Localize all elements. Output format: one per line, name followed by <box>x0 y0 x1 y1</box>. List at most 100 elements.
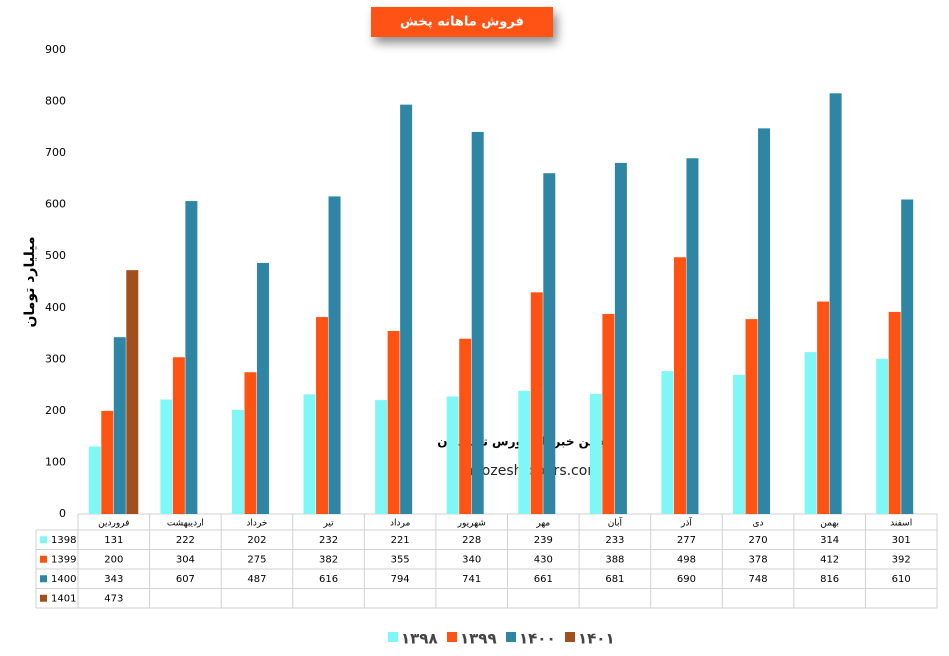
table-row-label: 1401 <box>51 593 76 604</box>
x-tick-label: خرداد <box>246 519 267 529</box>
bar <box>400 104 413 514</box>
bar <box>88 446 101 514</box>
bar <box>745 319 758 514</box>
table-cell: 200 <box>104 554 123 565</box>
table-cell: 498 <box>677 554 696 565</box>
bar <box>530 292 543 514</box>
bar <box>518 390 531 514</box>
bar <box>303 394 316 514</box>
table-cell: 681 <box>605 574 624 585</box>
bar <box>614 162 627 514</box>
table-cell: 616 <box>319 574 338 585</box>
x-tick-label: آبان <box>608 517 623 529</box>
table-cell: 304 <box>176 554 195 565</box>
bar <box>888 311 901 514</box>
table-cell: 343 <box>104 574 123 585</box>
table-cell: 382 <box>319 554 338 565</box>
table-cell: 816 <box>820 574 839 585</box>
table-cell: 412 <box>820 554 839 565</box>
table-cell: 239 <box>534 535 553 546</box>
table-cell: 314 <box>820 535 839 546</box>
x-tick-label: فروردین <box>98 519 129 529</box>
y-tick-label: 700 <box>45 146 66 159</box>
x-tick-label: بهمن <box>820 519 839 529</box>
table-cell: 794 <box>391 574 410 585</box>
x-tick-label: اردیبهشت <box>167 519 204 529</box>
table-legend-key <box>40 536 47 544</box>
table-legend-key <box>40 555 47 563</box>
table-cell: 222 <box>176 535 195 546</box>
y-tick-label: 300 <box>45 352 66 365</box>
table-cell: 233 <box>605 535 624 546</box>
table-cell: 340 <box>462 554 481 565</box>
table-cell: 232 <box>319 535 338 546</box>
table-row-label: 1399 <box>51 554 76 565</box>
y-tick-label: 100 <box>45 455 66 468</box>
bar <box>328 196 341 514</box>
table-cell: 430 <box>534 554 553 565</box>
bar <box>733 374 746 514</box>
legend-label: ۱۴۰۱ <box>578 630 615 648</box>
x-tick-label: مهر <box>535 519 550 529</box>
table-cell: 473 <box>104 593 123 604</box>
x-tick-label: شهریور <box>457 519 486 529</box>
bar <box>446 396 459 514</box>
x-tick-label: آذر <box>680 517 692 529</box>
bar <box>661 371 674 514</box>
legend-label: ۱۳۹۹ <box>460 630 497 648</box>
legend-swatch <box>447 632 457 642</box>
legend-label: ۱۳۹۸ <box>401 630 438 648</box>
table-cell: 690 <box>677 574 696 585</box>
bar <box>602 313 615 514</box>
table-cell: 607 <box>176 574 195 585</box>
y-tick-label: 500 <box>45 249 66 262</box>
y-tick-label: 900 <box>45 43 66 56</box>
table-legend-key <box>40 594 47 602</box>
bar <box>829 93 842 514</box>
table-cell: 741 <box>462 574 481 585</box>
legend-swatch <box>506 632 516 642</box>
bar <box>543 173 556 514</box>
bar <box>244 372 257 514</box>
x-tick-label: دی <box>753 519 764 529</box>
legend-label: ۱۴۰۰ <box>519 630 556 648</box>
table-cell: 275 <box>247 554 266 565</box>
bar <box>758 128 771 514</box>
bar <box>471 131 484 514</box>
title-box <box>371 7 553 37</box>
bar <box>101 410 114 514</box>
bar <box>804 352 817 514</box>
y-axis-label: میلیارد تومان <box>22 236 38 327</box>
table-cell: 270 <box>748 535 767 546</box>
bar <box>375 400 388 514</box>
table-row-label: 1398 <box>51 535 76 546</box>
x-tick-label: مرداد <box>390 519 410 529</box>
table-cell: 378 <box>748 554 767 565</box>
table-cell: 392 <box>892 554 911 565</box>
x-tick-label: اسفند <box>890 519 912 529</box>
y-tick-label: 600 <box>45 198 66 211</box>
bar <box>589 393 602 514</box>
table-cell: 301 <box>892 535 911 546</box>
table-cell: 277 <box>677 535 696 546</box>
bar <box>316 317 329 514</box>
table-cell: 661 <box>534 574 553 585</box>
table-cell: 228 <box>462 535 481 546</box>
legend-swatch <box>388 632 398 642</box>
table-cell: 487 <box>247 574 266 585</box>
table-cell: 748 <box>748 574 767 585</box>
x-tick-label: تیر <box>322 519 334 529</box>
bar <box>172 357 185 514</box>
y-tick-label: 400 <box>45 301 66 314</box>
table-cell: 202 <box>247 535 266 546</box>
table-cell: 355 <box>391 554 410 565</box>
bar <box>387 330 400 514</box>
bar <box>817 301 830 514</box>
y-tick-label: 800 <box>45 95 66 108</box>
table-cell: 610 <box>892 574 911 585</box>
bar <box>126 270 139 514</box>
legend-swatch <box>565 632 575 642</box>
bar <box>901 199 914 514</box>
y-tick-label: 200 <box>45 404 66 417</box>
